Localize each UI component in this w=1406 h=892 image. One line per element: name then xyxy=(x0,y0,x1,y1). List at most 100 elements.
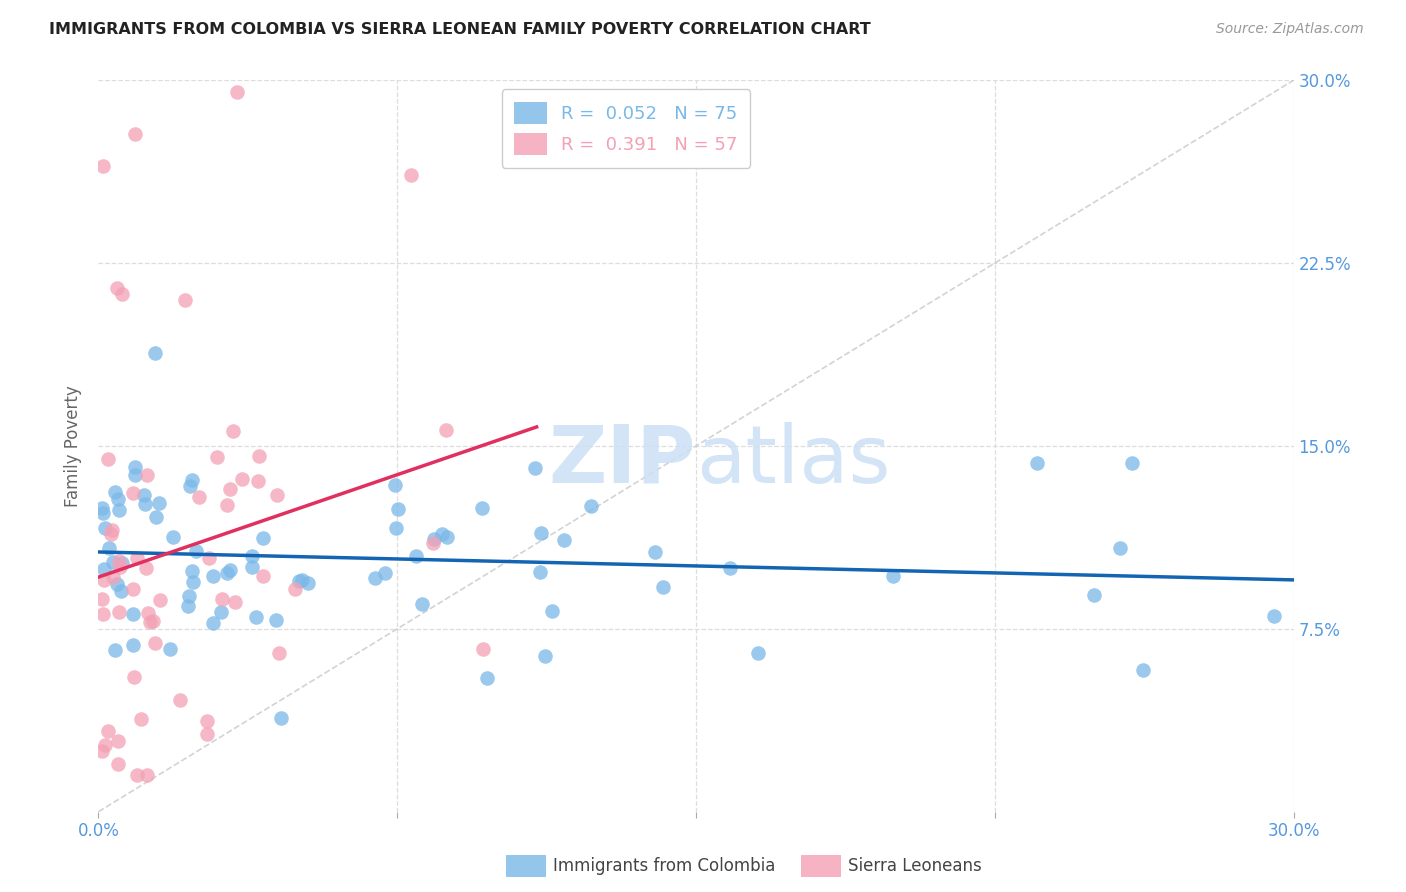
Point xyxy=(173,293,195,307)
Point xyxy=(652,581,675,595)
Point xyxy=(91,506,114,520)
Point xyxy=(530,526,553,541)
Point xyxy=(162,530,184,544)
Point xyxy=(94,521,117,535)
Point xyxy=(180,473,202,487)
Point xyxy=(132,488,155,502)
Point xyxy=(97,451,120,466)
Point xyxy=(266,488,288,502)
Point xyxy=(215,498,238,512)
Point xyxy=(385,521,408,535)
Point xyxy=(124,127,146,141)
Point xyxy=(240,560,263,574)
Point xyxy=(411,597,433,611)
Point xyxy=(94,738,117,752)
Point xyxy=(644,545,666,559)
Point xyxy=(108,560,131,574)
Point xyxy=(224,595,246,609)
Point xyxy=(149,593,172,607)
Point xyxy=(1109,541,1132,555)
Text: atlas: atlas xyxy=(696,422,890,500)
Point xyxy=(103,555,125,569)
Point xyxy=(529,565,551,579)
Point xyxy=(226,86,249,100)
Point xyxy=(205,450,228,464)
Point xyxy=(422,536,444,550)
Point xyxy=(245,610,267,624)
Point xyxy=(124,670,146,684)
Point xyxy=(471,642,494,657)
Point xyxy=(202,569,225,583)
Point xyxy=(91,159,114,173)
Text: IMMIGRANTS FROM COLOMBIA VS SIERRA LEONEAN FAMILY POVERTY CORRELATION CHART: IMMIGRANTS FROM COLOMBIA VS SIERRA LEONE… xyxy=(49,22,870,37)
Point xyxy=(195,726,218,740)
Point xyxy=(122,486,145,500)
Point xyxy=(105,577,128,591)
Point xyxy=(215,566,238,580)
Point xyxy=(97,541,120,555)
Point xyxy=(471,500,494,515)
Point xyxy=(222,424,245,438)
Point xyxy=(197,550,219,565)
Point xyxy=(252,531,274,545)
Point xyxy=(218,563,240,577)
Point xyxy=(399,168,422,182)
Point xyxy=(269,647,291,661)
Point xyxy=(108,554,131,568)
Point xyxy=(145,510,167,524)
Point xyxy=(266,613,288,627)
Point xyxy=(91,744,114,758)
Point xyxy=(387,502,409,516)
Point xyxy=(534,648,557,663)
Point xyxy=(184,544,207,558)
Point xyxy=(136,768,159,782)
Point xyxy=(541,604,564,618)
Point xyxy=(1083,588,1105,602)
Point xyxy=(747,646,769,660)
Point xyxy=(136,467,159,482)
Point xyxy=(1263,608,1285,623)
Point xyxy=(107,492,129,507)
Point xyxy=(523,461,546,475)
Y-axis label: Family Poverty: Family Poverty xyxy=(65,385,83,507)
Point xyxy=(124,467,146,482)
Point xyxy=(93,574,115,588)
Point xyxy=(129,712,152,726)
Point xyxy=(297,575,319,590)
Point xyxy=(195,714,218,728)
Point xyxy=(1132,663,1154,677)
Point xyxy=(101,569,124,583)
Point xyxy=(423,533,446,547)
Point xyxy=(104,484,127,499)
Point xyxy=(121,607,143,622)
Point xyxy=(240,549,263,563)
Point xyxy=(287,574,309,589)
Point xyxy=(169,693,191,707)
Point xyxy=(384,478,406,492)
Point xyxy=(159,641,181,656)
Point xyxy=(211,591,233,606)
Point xyxy=(139,615,162,630)
Point xyxy=(718,560,741,574)
Point xyxy=(135,561,157,575)
Text: Sierra Leoneans: Sierra Leoneans xyxy=(848,857,981,875)
Point xyxy=(581,499,603,513)
Point xyxy=(179,589,201,603)
Text: Source: ZipAtlas.com: Source: ZipAtlas.com xyxy=(1216,22,1364,37)
Point xyxy=(231,472,253,486)
Point xyxy=(111,287,134,301)
Point xyxy=(91,607,114,622)
Point xyxy=(284,582,307,596)
Point xyxy=(105,280,128,294)
Point xyxy=(405,549,427,564)
Point xyxy=(91,591,114,606)
Point xyxy=(177,599,200,613)
Point xyxy=(100,523,122,537)
Point xyxy=(104,643,127,657)
Point xyxy=(143,636,166,650)
Point xyxy=(475,671,498,685)
Point xyxy=(121,638,143,652)
Point xyxy=(107,503,129,517)
Point xyxy=(127,768,149,782)
Point xyxy=(111,556,134,570)
